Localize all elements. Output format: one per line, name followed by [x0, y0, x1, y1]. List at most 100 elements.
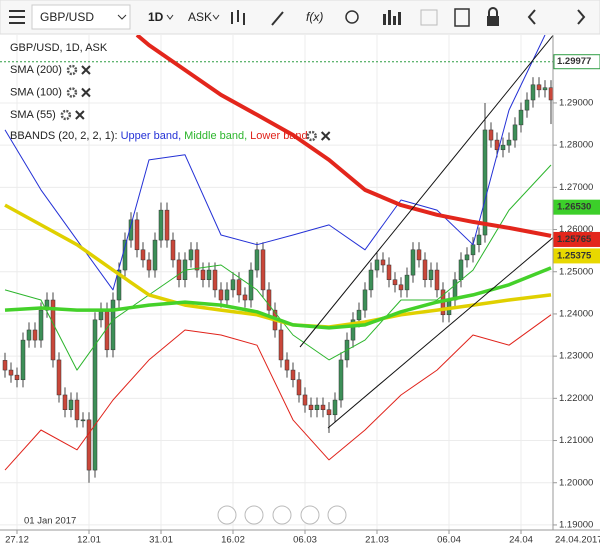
candle-body: [128, 219, 134, 241]
legend-series: Lower band: [250, 130, 308, 142]
legend-separator: ,: [178, 130, 181, 142]
candle-body: [80, 419, 86, 422]
candle-body: [170, 239, 176, 261]
candle-body: [398, 284, 404, 291]
candle-body: [434, 269, 440, 291]
menu-button[interactable]: [9, 10, 25, 24]
scroll-left[interactable]: [217, 505, 237, 525]
reset[interactable]: [272, 505, 292, 525]
candle-body: [230, 279, 236, 291]
candle-body: [362, 289, 368, 311]
side[interactable]: ASK: [188, 10, 212, 24]
candle-body: [266, 289, 272, 311]
chart-title: GBP/USD, 1D, ASK: [10, 42, 108, 54]
candle-body: [338, 359, 344, 401]
y-tick-label: 1.20000: [559, 477, 593, 488]
lock-button[interactable]: [487, 7, 499, 26]
symbol: GBP/USD: [40, 10, 94, 24]
candle-body: [206, 269, 212, 281]
candle-body: [392, 279, 398, 286]
scroll-right[interactable]: [327, 505, 347, 525]
x-tick-label: 27.12: [5, 535, 29, 546]
y-tick-label: 1.28000: [559, 140, 593, 151]
candle-body: [386, 264, 392, 281]
candles: [2, 77, 553, 483]
channel: [299, 35, 553, 429]
price-marker: [553, 248, 600, 264]
candle-body: [356, 309, 362, 321]
candle-body: [56, 359, 62, 396]
zoom-out[interactable]: [244, 505, 264, 525]
prev-button[interactable]: [527, 9, 536, 25]
y-tick-label: 1.24000: [559, 308, 593, 319]
x-tick-label: 06.04: [437, 535, 461, 546]
candle-body: [134, 219, 140, 251]
candle-body: [464, 254, 470, 261]
candle-body: [410, 249, 416, 276]
candle-body: [176, 259, 182, 281]
remove-icon: [81, 87, 91, 98]
indicator-line: [4, 314, 552, 471]
zoom-in[interactable]: [300, 505, 320, 525]
candle-body: [350, 319, 356, 341]
x-tick-label: 12.01: [77, 535, 101, 546]
candle-body: [218, 289, 224, 301]
settings-icon[interactable]: [60, 109, 72, 121]
next-button[interactable]: [577, 9, 586, 25]
legend-label: SMA (100): [10, 86, 62, 98]
price-marker-label: 1.25765: [557, 234, 592, 245]
settings-icon[interactable]: [66, 87, 78, 98]
y-tick-label: 1.22000: [559, 393, 593, 404]
candle-body: [290, 369, 296, 381]
price-marker: [553, 199, 600, 215]
price-marker-label: 1.29977: [557, 56, 591, 67]
candle-body: [326, 409, 332, 416]
candle-body: [368, 269, 374, 291]
candle-body: [332, 399, 338, 416]
timeframe[interactable]: 1D: [148, 10, 164, 24]
legend-label: SMA (55): [10, 109, 56, 121]
calendar-button[interactable]: [420, 9, 438, 26]
y-tick-label: 1.26000: [559, 224, 593, 235]
candle-body: [236, 279, 242, 296]
candle-body: [122, 239, 128, 271]
y-tick-label: 1.19000: [559, 519, 593, 530]
candle-body: [296, 379, 302, 396]
volume-button[interactable]: [383, 10, 401, 25]
chart-type-button[interactable]: [231, 10, 245, 25]
price-marker: [553, 231, 600, 247]
candle-body: [92, 319, 98, 471]
indicators-button[interactable]: f(x): [306, 10, 323, 24]
candle-body: [302, 394, 308, 406]
indicator-line: [4, 164, 552, 371]
settings-icon[interactable]: [306, 130, 317, 142]
caret: [212, 14, 220, 20]
candle-body: [470, 244, 476, 256]
candle-body: [26, 329, 32, 341]
calculator-button[interactable]: [454, 8, 470, 27]
axes: 01 Jan 2017 24.04.2017 1.19000 1.20000 1.2…: [0, 35, 600, 546]
candle-body: [476, 234, 482, 245]
candle-body: [500, 144, 506, 151]
indicator-line: [135, 35, 552, 238]
draw-button[interactable]: [271, 11, 284, 26]
candle-body: [536, 84, 542, 91]
candle-body: [32, 329, 38, 341]
candle-body: [248, 269, 254, 301]
start-date-label: 01 Jan 2017: [24, 516, 76, 527]
candle-body: [44, 299, 50, 311]
settings-icon[interactable]: [66, 64, 78, 76]
settings-button[interactable]: [345, 10, 359, 24]
candle-body: [140, 249, 146, 261]
candle-body: [530, 84, 536, 101]
candle-body: [254, 249, 260, 271]
candle-body: [14, 374, 20, 381]
candle-body: [212, 269, 218, 291]
candle-body: [308, 404, 314, 410]
symbol-select[interactable]: [31, 4, 131, 30]
candle-body: [2, 360, 8, 371]
candle-body: [482, 129, 488, 236]
